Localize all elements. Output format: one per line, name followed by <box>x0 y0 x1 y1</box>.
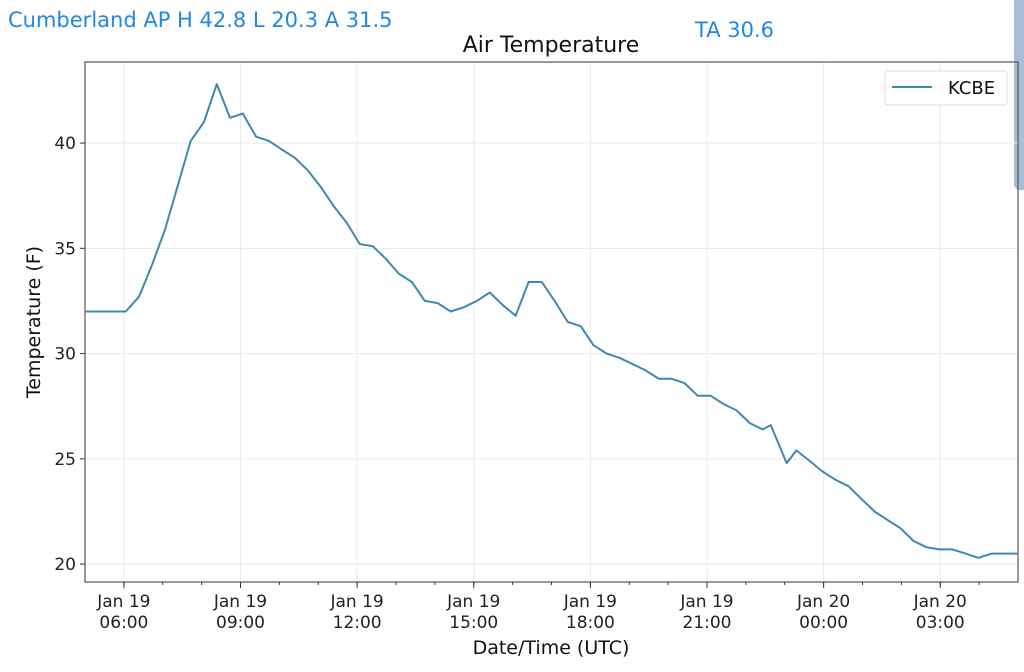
side-panel-handle[interactable] <box>1014 0 1024 190</box>
x-tick-label-time: 03:00 <box>916 613 965 633</box>
y-tick-label: 40 <box>54 134 76 154</box>
legend: KCBE <box>884 70 1008 106</box>
x-axis-label: Date/Time (UTC) <box>473 637 630 659</box>
x-tick-label-date: Jan 19 <box>96 592 150 612</box>
data-points <box>84 84 1018 558</box>
chart-title: Air Temperature <box>463 33 640 58</box>
x-tick-label-time: 09:00 <box>216 613 265 633</box>
y-tick-label: 35 <box>54 239 76 259</box>
y-tick-label: 20 <box>54 555 76 575</box>
x-tick-label-date: Jan 20 <box>913 592 967 612</box>
x-tick-label-date: Jan 19 <box>679 592 733 612</box>
station-summary: Cumberland AP H 42.8 L 20.3 A 31.5 <box>8 8 393 32</box>
plot-frame <box>84 61 1019 583</box>
x-tick-label-time: 00:00 <box>799 613 848 633</box>
grid <box>85 62 1018 582</box>
ta-readout: TA 30.6 <box>695 18 774 42</box>
x-tick-label-time: 15:00 <box>449 613 498 633</box>
x-tick-label-time: 18:00 <box>566 613 615 633</box>
series-line-kcbe <box>85 83 1018 559</box>
x-tick-label-date: Jan 19 <box>563 592 617 612</box>
y-axis-label: Temperature (F) <box>23 246 45 399</box>
legend-label: KCBE <box>948 78 995 99</box>
x-tick-label-time: 21:00 <box>683 613 732 633</box>
x-tick-label-date: Jan 19 <box>213 592 267 612</box>
x-tick-label-time: 12:00 <box>333 613 382 633</box>
y-tick-label: 30 <box>54 345 76 365</box>
y-tick-label: 25 <box>54 450 76 470</box>
x-tick-label-date: Jan 20 <box>796 592 850 612</box>
x-tick-label-time: 06:00 <box>99 613 148 633</box>
x-tick-label-date: Jan 19 <box>330 592 384 612</box>
x-tick-label-date: Jan 19 <box>446 592 500 612</box>
